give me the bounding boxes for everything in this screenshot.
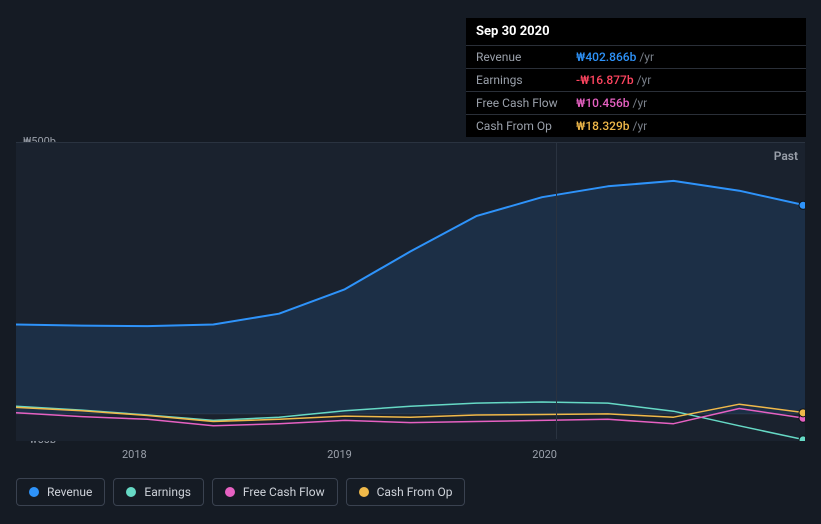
tooltip-date: Sep 30 2020 [466,18,806,46]
tooltip-row-label: Free Cash Flow [476,96,576,110]
legend: Revenue Earnings Free Cash Flow Cash From O… [16,478,465,506]
legend-item[interactable]: Earnings [113,478,204,506]
past-label: Past [774,149,798,163]
legend-item[interactable]: Cash From Op [346,478,466,506]
tooltip-row: Revenue₩402.866b/yr [466,46,806,69]
tooltip-row-unit: /yr [639,50,654,64]
chart-svg [16,143,805,441]
tooltip-row-unit: /yr [637,73,652,87]
tooltip-vertical-line [556,143,557,439]
x-axis-label: 2020 [532,448,557,461]
legend-item[interactable]: Free Cash Flow [212,478,338,506]
legend-label: Revenue [47,485,92,499]
legend-swatch [359,487,369,497]
legend-swatch [126,487,136,497]
plot-area[interactable]: Past [16,142,805,440]
tooltip-row-value: ₩402.866b [576,50,636,64]
chart-container: ₩500b₩0-₩50b Past 201820192020 [16,120,805,470]
tooltip-row-label: Earnings [476,73,576,87]
tooltip-row-value: ₩10.456b [576,96,630,110]
x-axis-label: 2019 [327,448,352,461]
legend-label: Earnings [144,485,191,499]
tooltip-row-unit: /yr [633,96,648,110]
legend-label: Free Cash Flow [243,485,325,499]
legend-swatch [29,487,39,497]
tooltip-row-value: -₩16.877b [576,73,634,87]
tooltip-row: Earnings-₩16.877b/yr [466,69,806,92]
tooltip-row: Free Cash Flow₩10.456b/yr [466,92,806,115]
legend-item[interactable]: Revenue [16,478,105,506]
legend-swatch [225,487,235,497]
x-axis-label: 2018 [122,448,147,461]
legend-label: Cash From Op [377,485,453,499]
tooltip-row-label: Revenue [476,50,576,64]
